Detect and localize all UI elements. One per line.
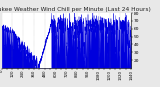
Title: Milwaukee Weather Wind Chill per Minute (Last 24 Hours): Milwaukee Weather Wind Chill per Minute … xyxy=(0,7,151,12)
